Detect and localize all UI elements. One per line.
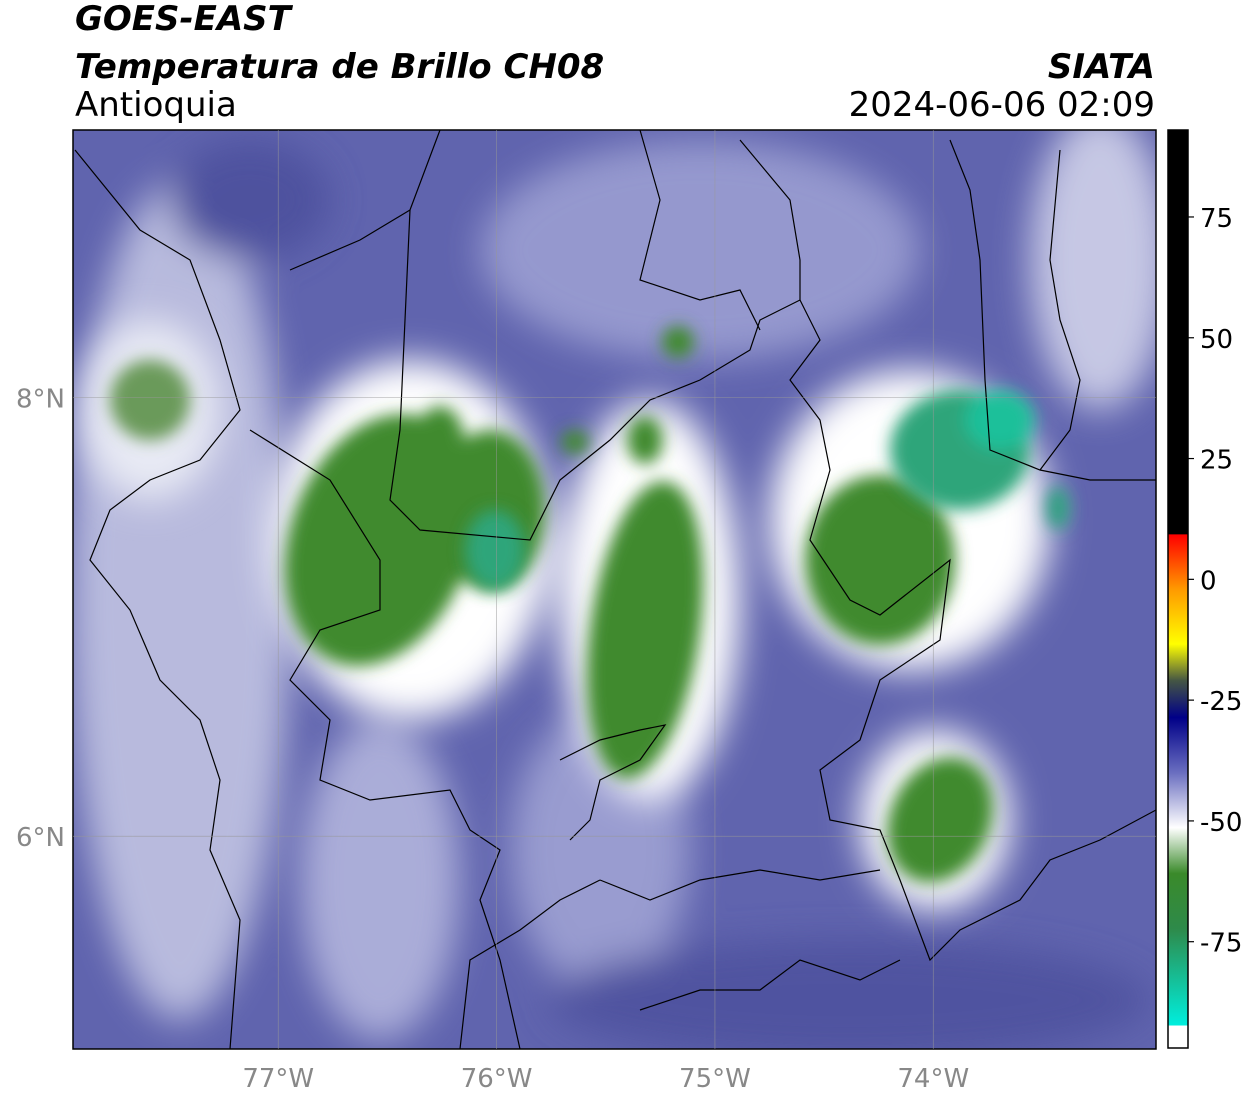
x-tick-label: 77°W bbox=[242, 1064, 314, 1094]
colorbar-tick-label: 0 bbox=[1200, 566, 1217, 596]
y-tick-label: 8°N bbox=[16, 385, 65, 415]
datetime: 2024-06-06 02:09 bbox=[849, 85, 1155, 125]
x-tick-label: 74°W bbox=[897, 1064, 969, 1094]
colorbar-tick-label: -50 bbox=[1200, 808, 1242, 838]
x-tick-label: 75°W bbox=[679, 1064, 751, 1094]
colorbar-tick-label: -75 bbox=[1200, 929, 1242, 959]
agency: SIATA bbox=[1048, 47, 1155, 87]
colorbar bbox=[1167, 129, 1189, 1049]
colorbar-tick-label: 75 bbox=[1200, 204, 1233, 234]
colorbar-tick-label: 25 bbox=[1200, 446, 1233, 476]
boundaries bbox=[74, 130, 1156, 1049]
subtitle: Temperatura de Brillo CH08 bbox=[75, 47, 604, 87]
region: Antioquia bbox=[75, 85, 237, 125]
title: GOES-EAST bbox=[75, 0, 294, 39]
satellite-image bbox=[73, 130, 1156, 1049]
y-tick-label: 6°N bbox=[16, 823, 65, 853]
colorbar-tick-label: 50 bbox=[1200, 325, 1233, 355]
x-tick-label: 76°W bbox=[461, 1064, 533, 1094]
map-frame bbox=[72, 129, 1157, 1050]
colorbar-tick-label: -25 bbox=[1200, 687, 1242, 717]
